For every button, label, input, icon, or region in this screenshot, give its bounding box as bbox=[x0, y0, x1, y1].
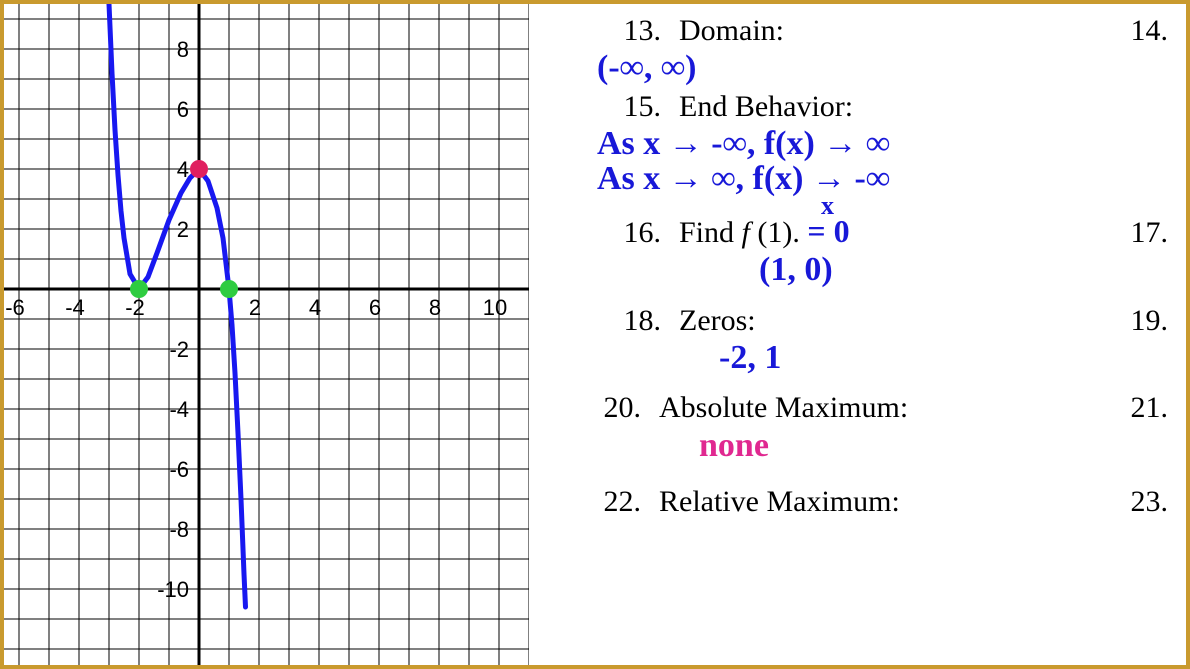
q16-label: Find f (1). = 0 bbox=[679, 213, 1131, 250]
q15-number: 15. bbox=[589, 90, 679, 124]
q15-label: End Behavior: bbox=[679, 90, 1176, 124]
q22-label: Relative Maximum: bbox=[659, 485, 1131, 519]
question-22-row: 22. Relative Maximum: 23. bbox=[589, 485, 1176, 519]
q21-number: 21. bbox=[1131, 391, 1177, 425]
answer-13: (-∞, ∞) bbox=[589, 50, 1176, 86]
answer-16-x: x bbox=[821, 191, 834, 221]
q16-arg: (1). bbox=[757, 216, 799, 249]
marker-point bbox=[130, 280, 148, 298]
svg-text:-4: -4 bbox=[65, 295, 85, 320]
page-container: -6 -4 -2 2 4 6 8 10 -10 -8 -6 -4 -2 2 4 6 8 13. Domain: … bbox=[4, 4, 1186, 665]
q18-number: 18. bbox=[589, 304, 679, 338]
svg-text:-4: -4 bbox=[169, 397, 189, 422]
svg-text:2: 2 bbox=[249, 295, 261, 320]
svg-text:-6: -6 bbox=[5, 295, 25, 320]
q14-number: 14. bbox=[1131, 14, 1177, 48]
question-16-row: 16. Find f (1). = 0 17. x bbox=[589, 213, 1176, 250]
q17-number: 17. bbox=[1131, 216, 1177, 250]
svg-text:-2: -2 bbox=[169, 337, 189, 362]
svg-text:-6: -6 bbox=[169, 457, 189, 482]
q23-number: 23. bbox=[1131, 485, 1177, 519]
grid bbox=[4, 4, 529, 665]
q18-label: Zeros: bbox=[679, 304, 1131, 338]
svg-text:4: 4 bbox=[309, 295, 321, 320]
question-18-row: 18. Zeros: 19. bbox=[589, 304, 1176, 338]
svg-text:8: 8 bbox=[429, 295, 441, 320]
q13-number: 13. bbox=[589, 14, 679, 48]
question-20-row: 20. Absolute Maximum: 21. bbox=[589, 391, 1176, 425]
q22-number: 22. bbox=[589, 485, 659, 519]
answer-16-point: (1, 0) bbox=[589, 252, 1176, 288]
svg-text:8: 8 bbox=[177, 37, 189, 62]
graph-panel: -6 -4 -2 2 4 6 8 10 -10 -8 -6 -4 -2 2 4 6 8 bbox=[4, 4, 529, 665]
q16-find: Find bbox=[679, 216, 742, 249]
question-15-row: 15. End Behavior: bbox=[589, 90, 1176, 124]
svg-text:-8: -8 bbox=[169, 517, 189, 542]
answer-18: -2, 1 bbox=[589, 340, 1176, 376]
marker-point bbox=[190, 160, 208, 178]
svg-text:6: 6 bbox=[369, 295, 381, 320]
svg-text:-2: -2 bbox=[125, 295, 145, 320]
q13-label: Domain: bbox=[679, 14, 1131, 48]
svg-text:-10: -10 bbox=[157, 577, 189, 602]
marker-point bbox=[220, 280, 238, 298]
answer-20: none bbox=[589, 427, 1176, 465]
q20-label: Absolute Maximum: bbox=[659, 391, 1131, 425]
q16-f: f bbox=[742, 216, 758, 249]
svg-text:2: 2 bbox=[177, 217, 189, 242]
q16-number: 16. bbox=[589, 216, 679, 250]
questions-panel: 13. Domain: 14. (-∞, ∞) 15. End Behavior… bbox=[529, 4, 1186, 665]
q20-number: 20. bbox=[589, 391, 659, 425]
question-13-row: 13. Domain: 14. bbox=[589, 14, 1176, 48]
svg-text:6: 6 bbox=[177, 97, 189, 122]
function-graph: -6 -4 -2 2 4 6 8 10 -10 -8 -6 -4 -2 2 4 6 8 bbox=[4, 4, 529, 665]
answer-15b: As x → ∞, f(x) → -∞ bbox=[589, 161, 1176, 197]
x-tick-labels: -6 -4 -2 2 4 6 8 10 bbox=[5, 295, 507, 320]
svg-text:10: 10 bbox=[483, 295, 507, 320]
answer-15a: As x → -∞, f(x) → ∞ bbox=[589, 126, 1176, 162]
q19-number: 19. bbox=[1131, 304, 1177, 338]
